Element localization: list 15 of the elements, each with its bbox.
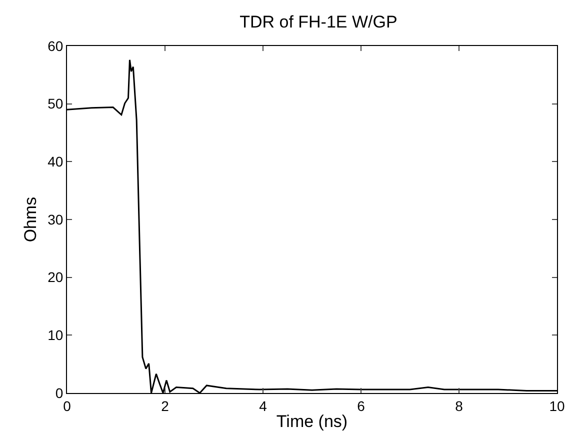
x-tick-label: 8: [455, 398, 464, 414]
x-tick-label: 2: [161, 398, 170, 414]
y-tick-label: 30: [48, 211, 64, 228]
y-tick-label: 50: [48, 96, 64, 112]
y-tick-label: 0: [55, 384, 64, 401]
x-tick-label: 4: [259, 398, 268, 414]
y-tick-label: 60: [48, 38, 64, 54]
y-tick-label: 20: [48, 269, 64, 286]
x-tick-label: 10: [549, 398, 565, 414]
y-tick-label: 10: [48, 327, 64, 344]
y-axis-title: Ohms: [21, 196, 40, 242]
y-tick-label: 40: [48, 154, 64, 170]
x-tick-label: 6: [357, 398, 366, 414]
chart-title: TDR of FH-1E W/GP: [240, 12, 398, 32]
x-axis-title: Time (ns): [276, 412, 348, 432]
